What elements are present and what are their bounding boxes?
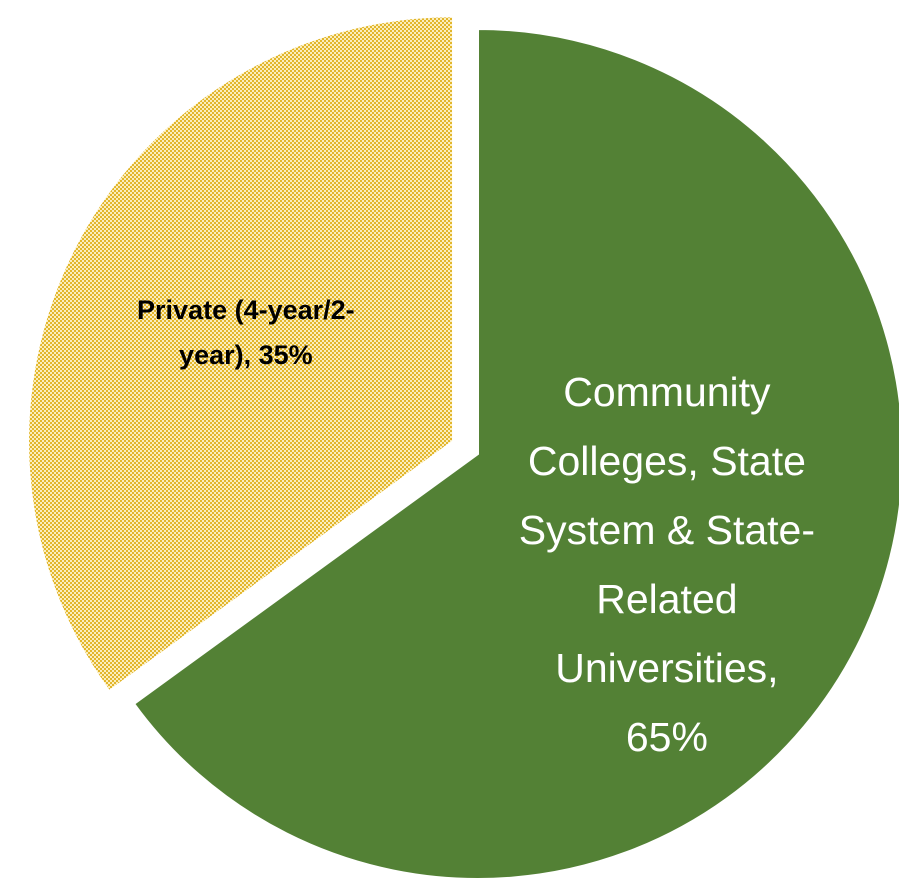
pie-slices	[27, 15, 899, 880]
slice-label-line: year), 35%	[179, 340, 313, 370]
slice-label-line: Colleges, State	[528, 438, 806, 484]
slice-label-line: Universities,	[555, 645, 778, 691]
slice-label-line: 65%	[626, 714, 708, 760]
slice-label-line: System & State-	[519, 507, 815, 553]
slice-label-line: Related	[596, 576, 737, 622]
slice-label-line: Private (4-year/2-	[137, 295, 355, 325]
pie-slice-private	[27, 15, 455, 693]
slice-label-public: Community Colleges, State System & State- R…	[519, 369, 815, 760]
pie-slice-public	[132, 27, 899, 880]
pie-labels: Community Colleges, State System & State- R…	[137, 295, 815, 760]
slice-label-private: Private (4-year/2- year), 35%	[137, 295, 355, 370]
slice-label-line: Community	[563, 369, 771, 415]
